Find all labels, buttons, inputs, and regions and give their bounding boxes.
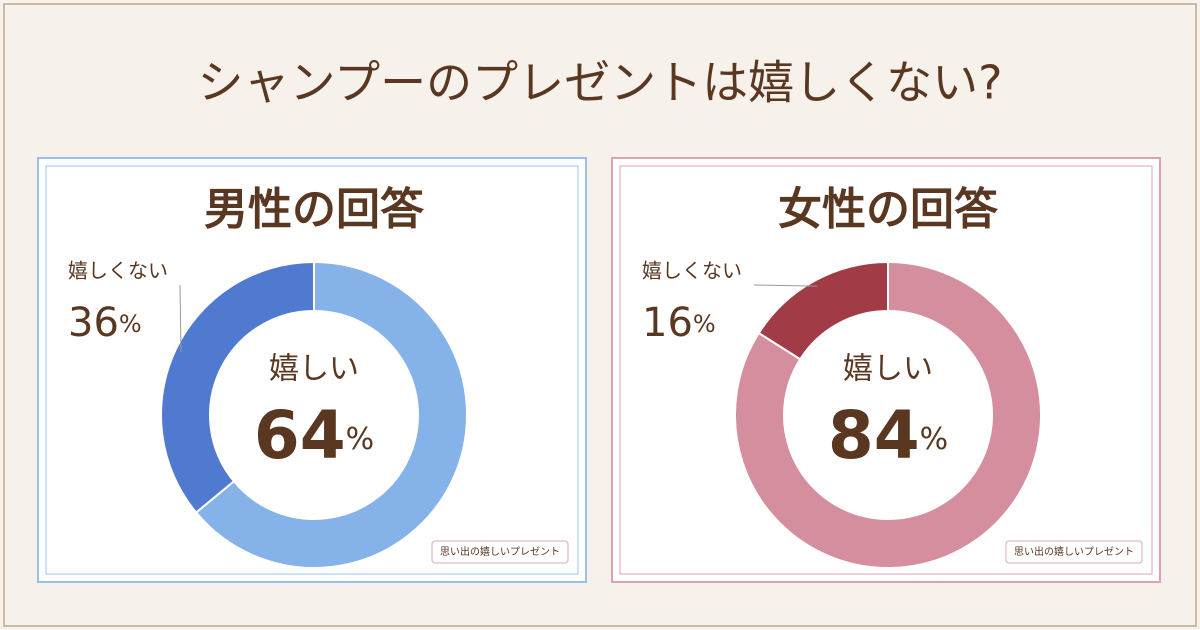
panel-inner-frame	[619, 165, 1153, 575]
watermark-box	[431, 540, 569, 564]
panel-title: 女性の回答	[778, 184, 999, 235]
donut-segment	[194, 260, 468, 569]
panel-title: 男性の回答	[204, 184, 425, 235]
outside-value-label: 16%	[642, 300, 716, 346]
center-value-label: 64%	[254, 397, 374, 474]
donut-segment	[734, 260, 1042, 569]
outside-value-label: 36%	[68, 300, 142, 346]
panel	[37, 157, 587, 583]
panel	[611, 157, 1161, 583]
center-category-label: 嬉しい	[269, 352, 359, 387]
outside-category-label: 嬉しくない	[642, 259, 742, 283]
outside-category-label: 嬉しくない	[68, 259, 168, 283]
watermark: 思い出の嬉しいプレゼント	[1014, 545, 1134, 558]
watermark: 思い出の嬉しいプレゼント	[440, 545, 560, 558]
watermark-box	[1005, 540, 1143, 564]
leader-line	[753, 284, 818, 287]
center-value-label: 84%	[828, 397, 948, 474]
center-category-label: 嬉しい	[843, 352, 933, 387]
donut-segment	[160, 260, 315, 514]
donut-segment	[757, 260, 889, 361]
outer-border	[3, 3, 1197, 627]
panel-inner-frame	[45, 165, 579, 575]
leader-line	[179, 284, 182, 353]
page-title: シャンプーのプレゼントは嬉しくない?	[197, 56, 1002, 110]
